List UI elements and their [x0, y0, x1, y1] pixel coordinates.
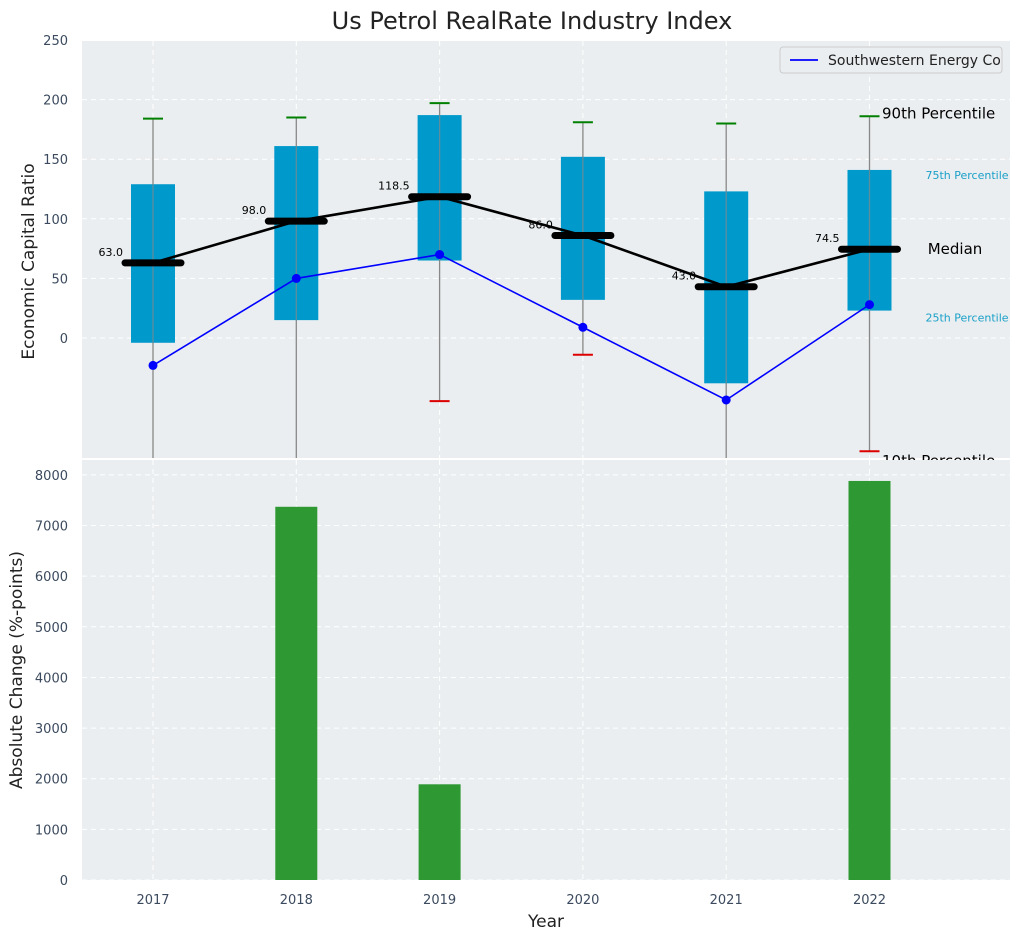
legend-box	[779, 46, 1003, 74]
company-series-point	[435, 250, 445, 260]
bottom-y-tick-label: 1000	[35, 823, 68, 838]
median-value-label: 74.5	[815, 232, 840, 245]
median-value-label: 43.0	[672, 270, 697, 283]
x-tick-label: 2018	[280, 893, 313, 908]
top-y-tick-label: 250	[43, 34, 68, 49]
median-value-label: 118.5	[378, 180, 410, 193]
bar	[275, 506, 318, 880]
top-y-tick-label: 100	[43, 213, 68, 228]
bottom-y-tick-label: 5000	[35, 621, 68, 636]
bar	[848, 480, 891, 880]
x-tick-label: 2022	[853, 893, 886, 908]
company-series-point	[721, 395, 731, 405]
company-series-point	[291, 273, 301, 283]
bottom-y-tick-label: 0	[60, 874, 68, 889]
bottom-y-tick-label: 6000	[35, 570, 68, 585]
bottom-y-tick-label: 2000	[35, 773, 68, 788]
x-tick-label: 2017	[136, 893, 169, 908]
bottom-y-tick-label: 4000	[35, 671, 68, 686]
bottom-y-tick-label: 7000	[35, 520, 68, 535]
median-value-label: 98.0	[242, 204, 267, 217]
box-plot-panel: 0 50 100 150 200 250 Economic Capital Ratio 63.…	[19, 34, 1010, 470]
company-series-point	[578, 322, 588, 332]
x-tick-label: 2020	[566, 893, 599, 908]
top-plot-area: 63.0 98.0 118.5 86.0 43.0 74.5	[99, 102, 901, 458]
median-value-label: 63.0	[99, 246, 124, 259]
company-series-point	[148, 360, 158, 370]
bottom-y-axis-label: Absolute Change (%-points)	[7, 551, 27, 789]
top-y-tick-label: 150	[43, 153, 68, 168]
bar	[418, 784, 461, 880]
percentile-label-25: 25th Percentile	[925, 312, 1008, 325]
bottom-y-tick-label: 3000	[35, 722, 68, 737]
chart-title: Us Petrol RealRate Industry Index	[332, 7, 733, 35]
percentile-label-90: 90th Percentile	[882, 104, 995, 122]
company-series-point	[865, 300, 874, 310]
median-trend-line	[152, 195, 870, 289]
company-series-line	[152, 253, 870, 401]
x-tick-label: 2021	[710, 893, 743, 908]
median-value-label: 86.0	[528, 218, 553, 231]
legend-entry-label: Southwestern Energy Co	[828, 53, 1001, 69]
percentile-label-median: Median	[928, 240, 983, 258]
percentile-label-75: 75th Percentile	[925, 169, 1008, 182]
top-y-tick-label: 0	[60, 332, 68, 347]
top-y-axis-label: Economic Capital Ratio	[19, 163, 39, 359]
x-tick-label: 2019	[423, 893, 456, 908]
legend: Southwestern Energy Co	[779, 46, 1003, 74]
bottom-y-tick-label: 8000	[35, 469, 68, 484]
top-y-tick-label: 50	[51, 272, 68, 287]
bar-chart-panel: 0 1000 2000 3000 4000 5000 6000 7000 8000 2017 201…	[7, 460, 1010, 932]
top-y-tick-label: 200	[43, 94, 68, 109]
x-axis-label: Year	[527, 912, 564, 932]
